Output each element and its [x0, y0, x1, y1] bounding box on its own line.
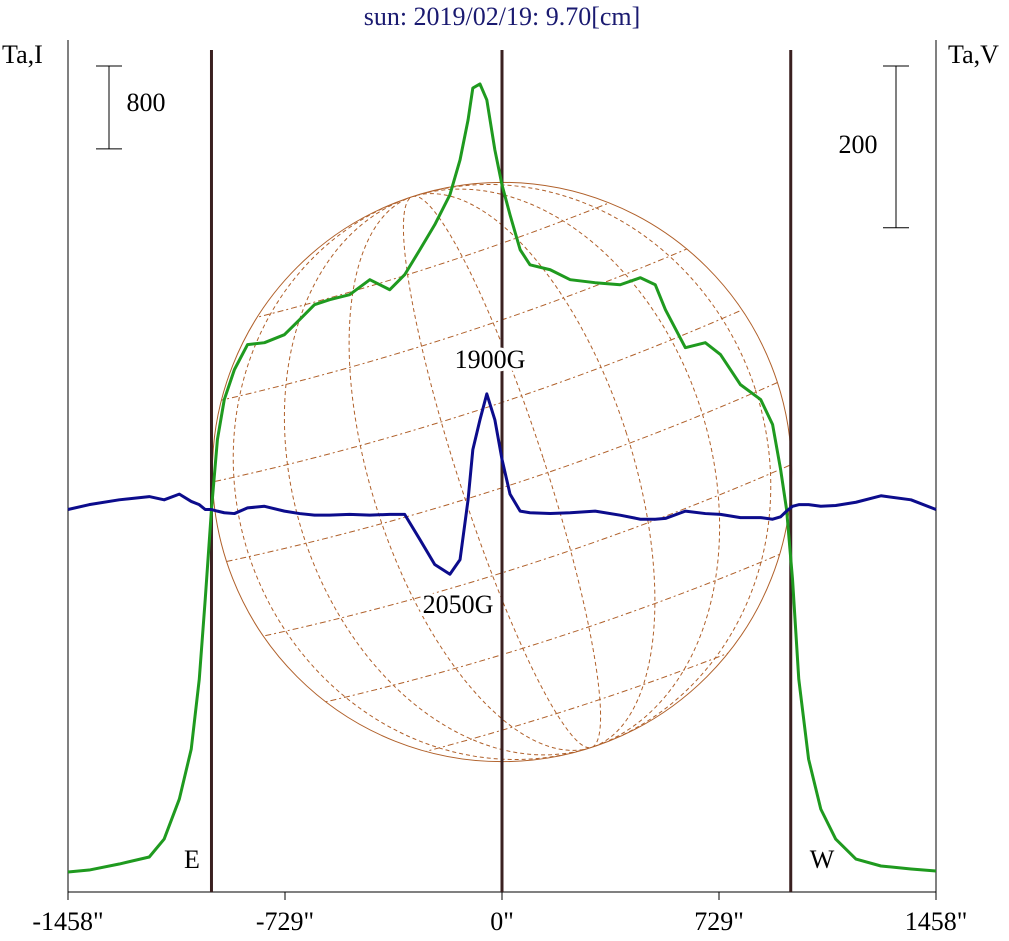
- parallel: [177, 230, 729, 411]
- y-axis-label: Ta,I: [2, 40, 43, 69]
- annotation: 1900G: [455, 345, 526, 374]
- annotation: W: [810, 845, 835, 874]
- y2-scale-bar-label: 200: [839, 130, 878, 159]
- x-tick-label: -729": [256, 907, 314, 936]
- y2-axis-label: Ta,V: [948, 40, 999, 69]
- parallel: [226, 382, 778, 562]
- chart-title: sun: 2019/02/19: 9.70[cm]: [364, 2, 641, 31]
- series-line: [67, 392, 937, 576]
- x-tick-label: 1458": [905, 907, 968, 936]
- parallel: [251, 459, 803, 640]
- parallel: [154, 161, 707, 342]
- x-tick-label: 0": [490, 907, 514, 936]
- parallel: [275, 533, 827, 714]
- x-tick-label: -1458": [32, 907, 103, 936]
- meridian: [402, 195, 602, 749]
- y-scale-bar-label: 800: [127, 88, 166, 117]
- x-tick-label: 729": [694, 907, 744, 936]
- series-line: [67, 82, 937, 874]
- annotation: 2050G: [423, 590, 494, 619]
- parallel: [298, 602, 850, 783]
- annotation: E: [184, 845, 200, 874]
